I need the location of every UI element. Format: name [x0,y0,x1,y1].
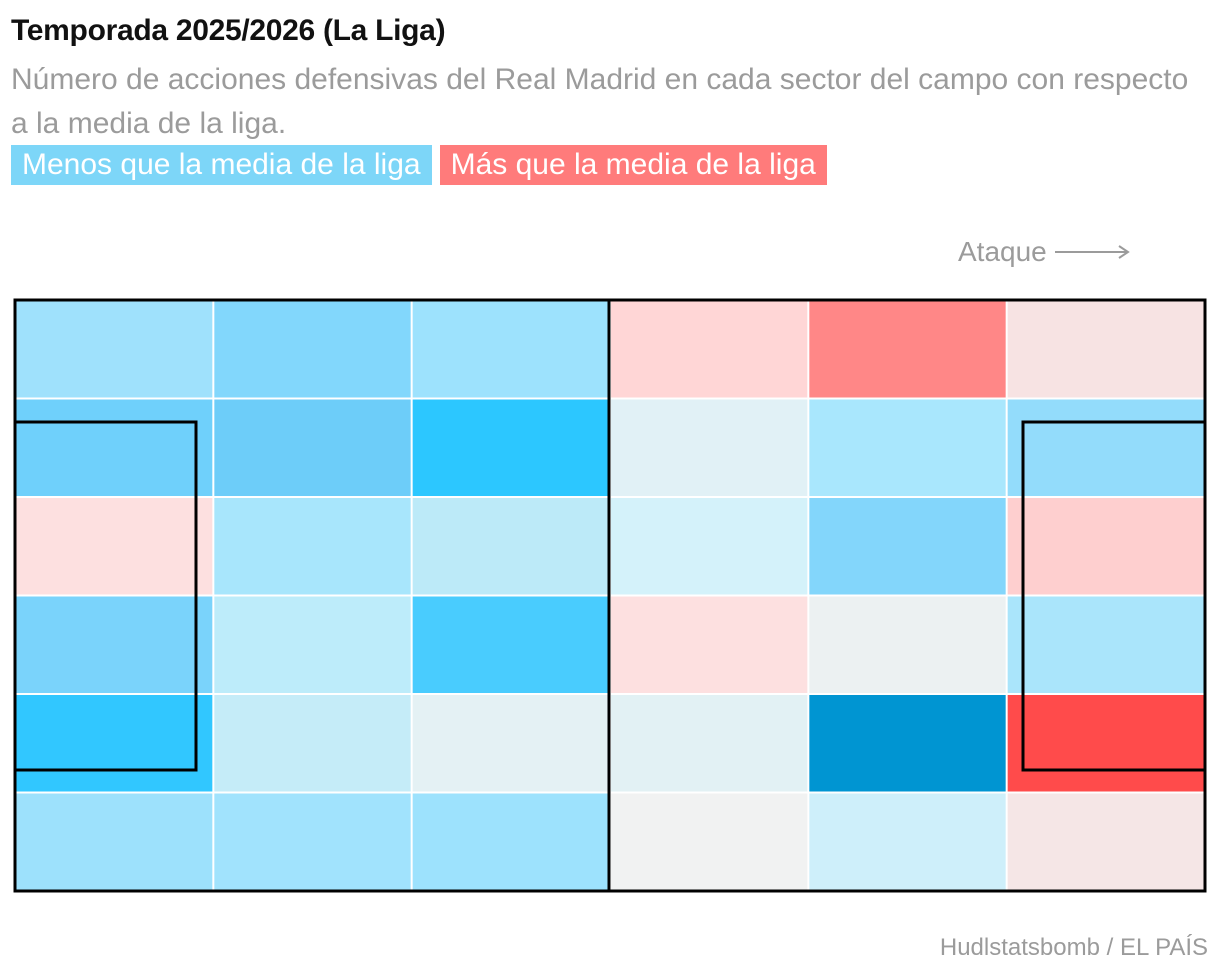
heatmap-cell [808,792,1007,891]
heatmap-cell [808,398,1007,497]
long-right-arrow-icon [1054,245,1130,259]
heatmap-cell [1006,595,1205,694]
heatmap-cell [610,694,809,793]
source-credit: Hudlstatsbomb / EL PAÍS [939,934,1208,961]
heatmap-cell [808,300,1007,399]
heatmap-cell [411,497,610,596]
heatmap-cell [15,694,214,793]
attack-direction: Ataque [958,236,1131,268]
heatmap-cell [1006,694,1205,793]
chart-subtitle: Número de acciones defensivas del Real M… [11,63,1189,140]
heatmap-cell [808,595,1007,694]
heatmap-cell [213,300,412,399]
heatmap-cell [15,595,214,694]
heatmap-cell [411,792,610,891]
heatmap-cell [213,497,412,596]
heatmap-cell [411,300,610,399]
heatmap-cell [808,497,1007,596]
heatmap-cell [1006,792,1205,891]
heatmap-cell [808,694,1007,793]
heatmap-cell [15,792,214,891]
heatmap-cell [1006,398,1205,497]
heatmap-cell [213,792,412,891]
heatmap-cell [610,398,809,497]
heatmap-cell [15,398,214,497]
heatmap-cell [1006,497,1205,596]
heatmap-cell [213,398,412,497]
heatmap-cell [411,595,610,694]
heatmap-cell [1006,300,1205,399]
heatmap-cell [411,694,610,793]
heatmap-cell [213,694,412,793]
heatmap-cell [213,595,412,694]
heatmap-cell [15,497,214,596]
left-penalty-area [13,420,198,772]
chart-title: Temporada 2025/2026 (La Liga) [11,14,446,47]
heatmap-cell [610,300,809,399]
heatmap-cell [610,595,809,694]
heatmap-cell [411,398,610,497]
right-penalty-area [1021,420,1207,772]
legend-more-than-average: Más que la media de la liga [439,145,827,185]
heatmap-cell [610,497,809,596]
heatmap-cell [610,792,809,891]
heatmap-cell [15,300,214,399]
attack-direction-label: Ataque [958,236,1047,267]
legend-less-than-average: Menos que la media de la liga [11,145,432,185]
legend: Menos que la media de la liga Más que la… [11,145,827,185]
